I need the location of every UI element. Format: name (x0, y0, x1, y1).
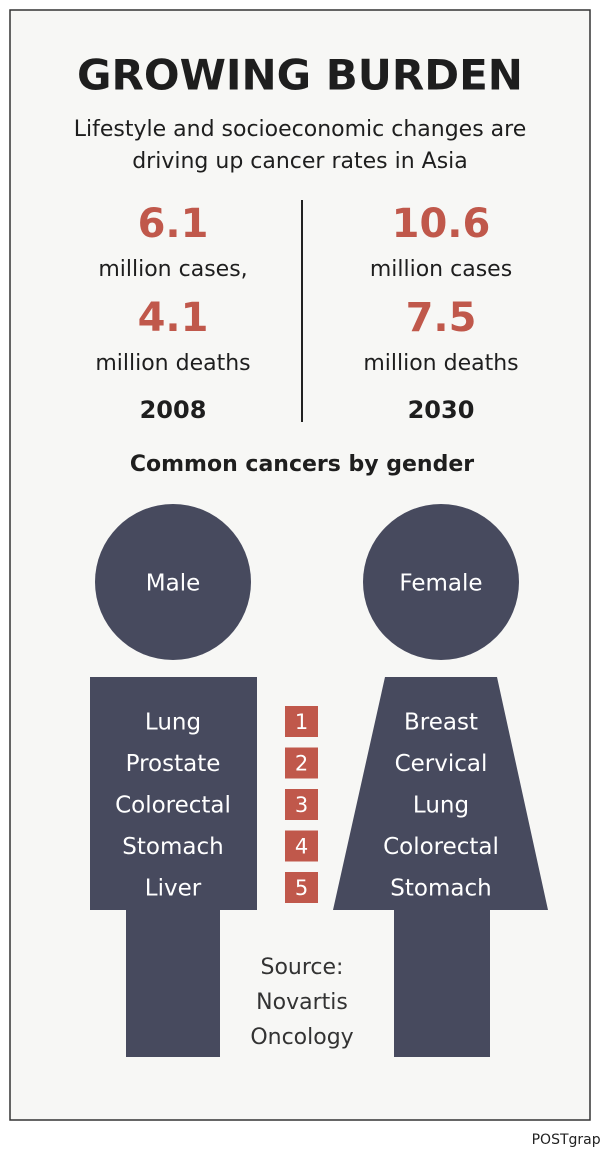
rank-number: 1 (295, 710, 308, 734)
deaths-number: 7.5 (406, 295, 477, 341)
credit: POSTgraphics (532, 1132, 600, 1148)
gender-label: Male (146, 571, 200, 597)
source: Oncology (250, 1025, 353, 1050)
year: 2030 (408, 396, 475, 424)
cases-number: 10.6 (392, 201, 491, 247)
cancer-name: Liver (145, 876, 202, 902)
cancer-name: Stomach (390, 876, 491, 902)
rank-number: 5 (295, 876, 308, 900)
rank-number: 4 (295, 835, 308, 859)
deaths-number: 4.1 (138, 295, 209, 341)
rank-box (285, 789, 318, 820)
section-title: Common cancers by gender (130, 452, 474, 477)
cancer-name: Colorectal (383, 834, 499, 860)
rank-box (285, 706, 318, 737)
cancer-name: Breast (404, 710, 478, 736)
source: Source: (261, 955, 344, 980)
subtitle: Lifestyle and socioeconomic changes are (74, 117, 527, 142)
title: GROWING BURDEN (77, 51, 523, 100)
subtitle: driving up cancer rates in Asia (132, 149, 468, 174)
female-body (333, 677, 548, 1057)
deaths-label: million deaths (95, 351, 250, 376)
cancer-name: Lung (413, 793, 469, 819)
gender-label: Female (399, 571, 482, 597)
male-body (90, 677, 257, 1057)
cancer-name: Cervical (395, 751, 488, 777)
rank-number: 3 (295, 793, 308, 817)
cancer-name: Lung (145, 710, 201, 736)
rank-box (285, 747, 318, 779)
cancer-name: Stomach (122, 834, 223, 860)
rank-box (285, 872, 318, 903)
cases-label: million cases, (98, 257, 247, 282)
cancer-name: Colorectal (115, 793, 231, 819)
male-head (95, 504, 251, 660)
cases-label: million cases (370, 257, 512, 282)
year: 2008 (140, 396, 207, 424)
rank-box (285, 830, 318, 862)
deaths-label: million deaths (363, 351, 518, 376)
source: Novartis (256, 990, 348, 1015)
rank-number: 2 (295, 752, 308, 776)
female-head (363, 504, 519, 660)
cases-number: 6.1 (138, 201, 209, 247)
cancer-name: Prostate (126, 751, 221, 777)
